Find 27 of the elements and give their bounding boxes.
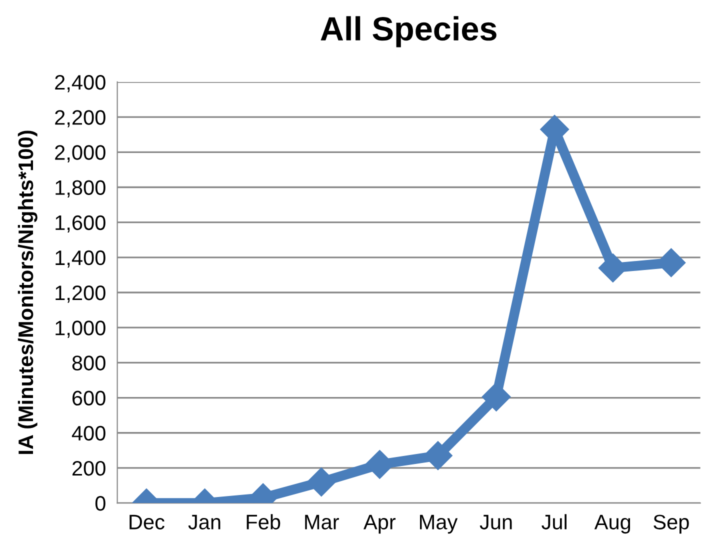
- y-tick-label: 2,200: [55, 110, 106, 128]
- y-tick-label: 1,600: [56, 215, 106, 233]
- x-tick-label: Jun: [480, 514, 512, 530]
- y-tick-label: 200: [72, 460, 106, 476]
- y-tick-label: 600: [72, 390, 106, 406]
- x-tick-label: Mar: [305, 514, 339, 530]
- y-tick-label: 1,000: [56, 320, 106, 338]
- y-axis-title: IA (Minutes/Monitors/Nights*100): [18, 130, 38, 454]
- y-tick-label: 2,400: [55, 74, 106, 92]
- x-tick-label: Feb: [246, 514, 280, 530]
- x-tick-label: Dec: [130, 514, 164, 530]
- y-tick-label: 400: [72, 426, 106, 441]
- point: [306, 468, 336, 496]
- x-tick-label: Sep: [654, 514, 689, 534]
- x-tick-label: Aug: [594, 514, 630, 534]
- x-tick-label: Jan: [188, 514, 220, 530]
- x-tick-label: May: [420, 514, 458, 534]
- chart-title: All Species: [320, 16, 496, 48]
- y-tick-label: 1,400: [56, 250, 106, 268]
- y-tick-label: 1,800: [56, 180, 106, 198]
- y-tick-label: 800: [72, 356, 106, 370]
- x-tick-label: Jul: [542, 514, 567, 530]
- x-tick-label: Apr: [364, 514, 396, 534]
- y-tick-label: 2,000: [55, 145, 106, 162]
- point: [482, 382, 511, 412]
- y-tick-label: 1,200: [56, 286, 106, 303]
- y-tick-label: 0: [95, 496, 106, 511]
